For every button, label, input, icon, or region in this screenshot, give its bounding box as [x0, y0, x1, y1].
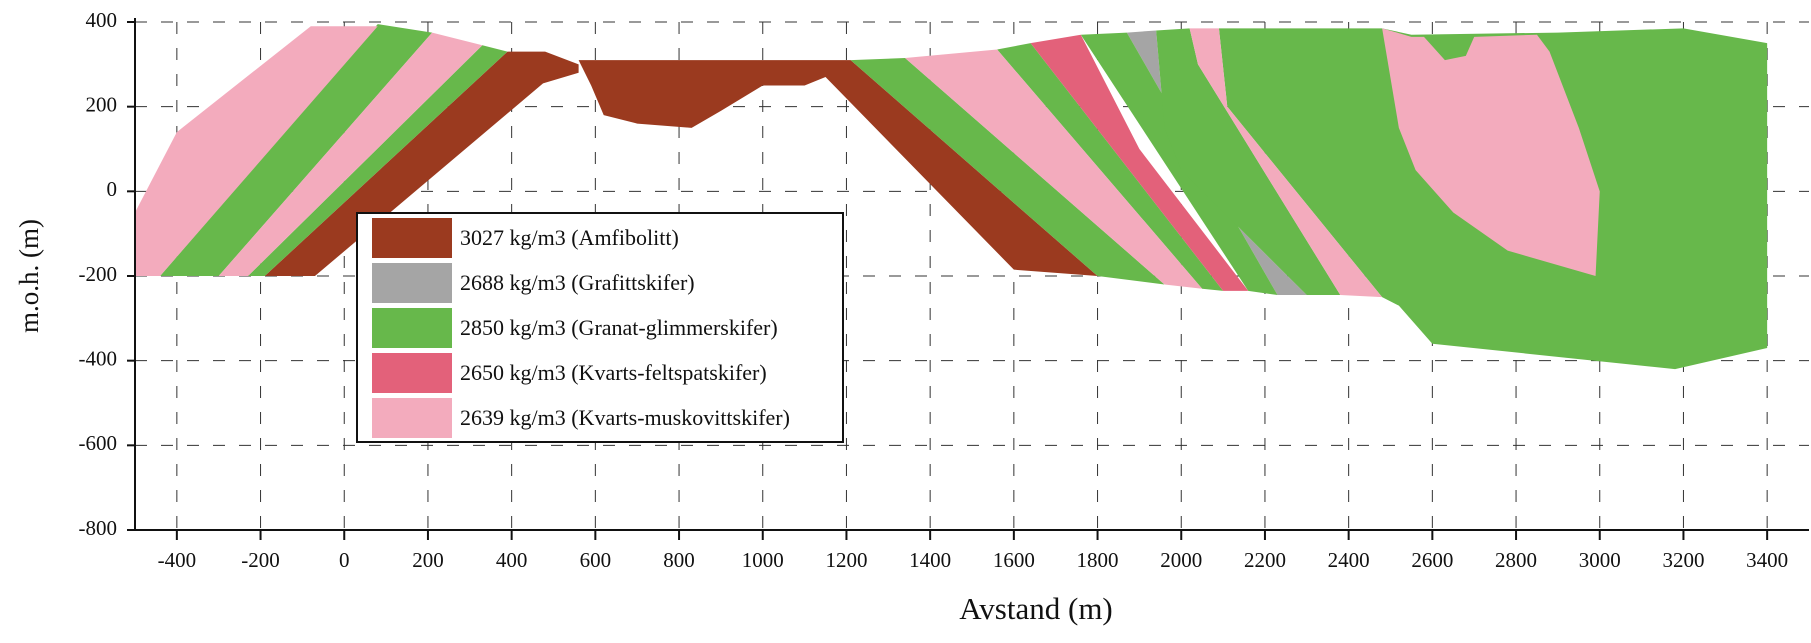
x-tick-label: -200: [241, 548, 280, 572]
x-tick-label: 0: [339, 548, 350, 572]
legend-swatch: [372, 263, 452, 303]
legend-swatch: [372, 308, 452, 348]
x-tick-label: 600: [580, 548, 612, 572]
y-tick-label: 400: [86, 8, 118, 32]
x-tick-label: 1200: [825, 548, 867, 572]
x-tick-label: 2000: [1160, 548, 1202, 572]
y-tick-label: 200: [86, 92, 118, 116]
legend-swatch: [372, 398, 452, 438]
y-tick-label: -600: [79, 431, 118, 455]
x-tick-label: 3400: [1746, 548, 1788, 572]
x-tick-label: 3200: [1662, 548, 1704, 572]
x-tick-label: 2200: [1244, 548, 1286, 572]
x-axis-title: Avstand (m): [959, 591, 1113, 626]
legend-swatch: [372, 218, 452, 258]
y-axis-title: m.o.h. (m): [14, 219, 44, 333]
x-tick-label: 200: [412, 548, 444, 572]
x-tick-label: 1000: [742, 548, 784, 572]
x-tick-label: 2600: [1411, 548, 1453, 572]
legend-label: 3027 kg/m3 (Amfibolitt): [460, 225, 679, 250]
x-tick-label: 1800: [1077, 548, 1119, 572]
y-tick-label: 0: [107, 177, 118, 201]
legend-swatch: [372, 353, 452, 393]
x-tick-label: 3000: [1579, 548, 1621, 572]
y-tick-label: -800: [79, 516, 118, 540]
x-tick-label: 800: [663, 548, 695, 572]
chart: Avstand (m) m.o.h. (m) -800 -600 -400 -200 0…: [0, 0, 1811, 643]
y-tick-label: -200: [79, 262, 118, 286]
legend-label: 2650 kg/m3 (Kvarts-feltspatskifer): [460, 360, 767, 385]
x-tick-label: 2800: [1495, 548, 1537, 572]
x-tick-label: -400: [158, 548, 197, 572]
x-tick-label: 2400: [1328, 548, 1370, 572]
legend-label: 2688 kg/m3 (Grafittskifer): [460, 270, 695, 295]
x-tick-label: 1400: [909, 548, 951, 572]
legend-label: 2850 kg/m3 (Granat-glimmerskifer): [460, 315, 778, 340]
x-tick-label: 400: [496, 548, 528, 572]
x-tick-label: 1600: [993, 548, 1035, 572]
y-tick-label: -400: [79, 346, 118, 370]
legend-label: 2639 kg/m3 (Kvarts-muskovittskifer): [460, 405, 790, 430]
